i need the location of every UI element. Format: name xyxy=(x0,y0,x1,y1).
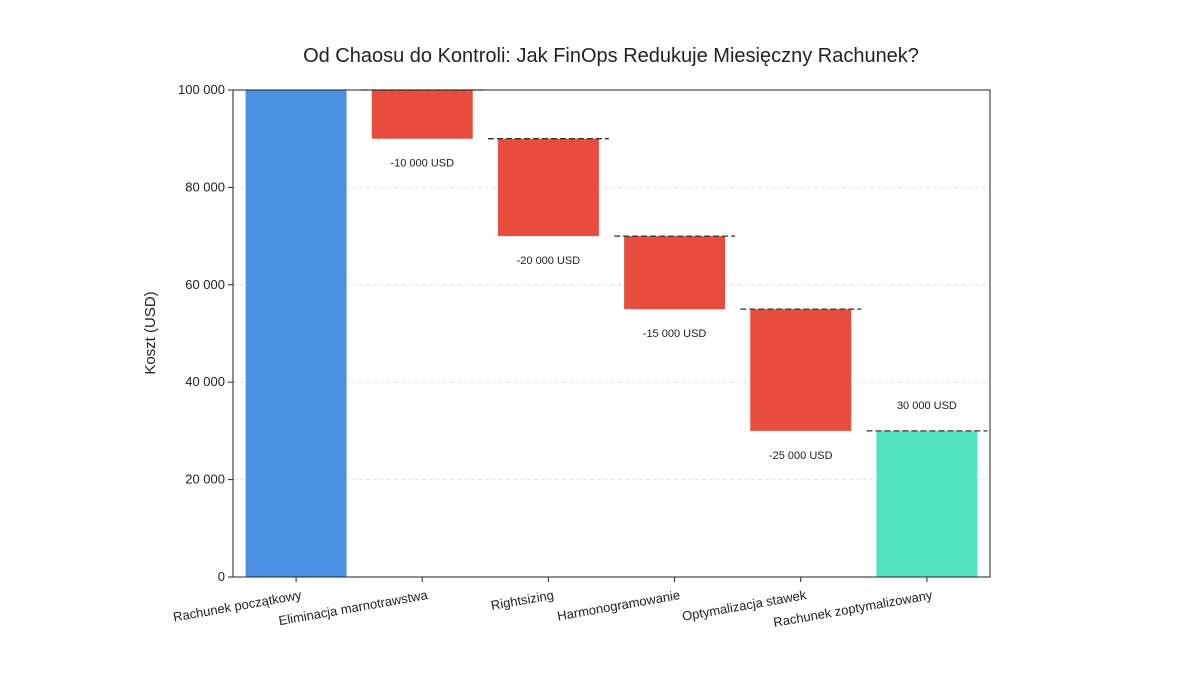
y-tick-label: 20 000 xyxy=(185,472,225,487)
y-axis-label: Koszt (USD) xyxy=(142,291,159,374)
y-tick-label: 60 000 xyxy=(185,277,225,292)
bar-1 xyxy=(371,90,473,139)
y-tick-label: 100 000 xyxy=(178,82,225,97)
y-tick-label: 80 000 xyxy=(185,179,225,194)
data-label: -15 000 USD xyxy=(643,328,707,340)
bar-5 xyxy=(876,430,978,577)
bar-4 xyxy=(750,309,852,431)
x-tick-label: Rightsizing xyxy=(490,587,555,613)
bar-0 xyxy=(245,90,347,577)
bar-2 xyxy=(497,138,599,237)
data-label: 30 000 USD xyxy=(897,400,957,412)
y-tick-label: 40 000 xyxy=(185,374,225,389)
plot-frame xyxy=(232,89,991,578)
y-tick-label: 0 xyxy=(218,569,225,584)
chart-title: Od Chaosu do Kontroli: Jak FinOps Reduku… xyxy=(303,45,919,67)
data-label: -25 000 USD xyxy=(769,450,833,462)
y-axis: 0 20 000 40 000 60 000 80 000 100 000 xyxy=(178,82,233,584)
x-tick-label: Harmonogramowanie xyxy=(556,587,681,623)
bar-3 xyxy=(624,236,726,310)
data-label: -20 000 USD xyxy=(517,255,581,267)
bars-group xyxy=(245,90,978,577)
data-labels: -10 000 USD -20 000 USD -15 000 USD -25 000… xyxy=(390,158,956,462)
data-label: -10 000 USD xyxy=(390,158,454,170)
